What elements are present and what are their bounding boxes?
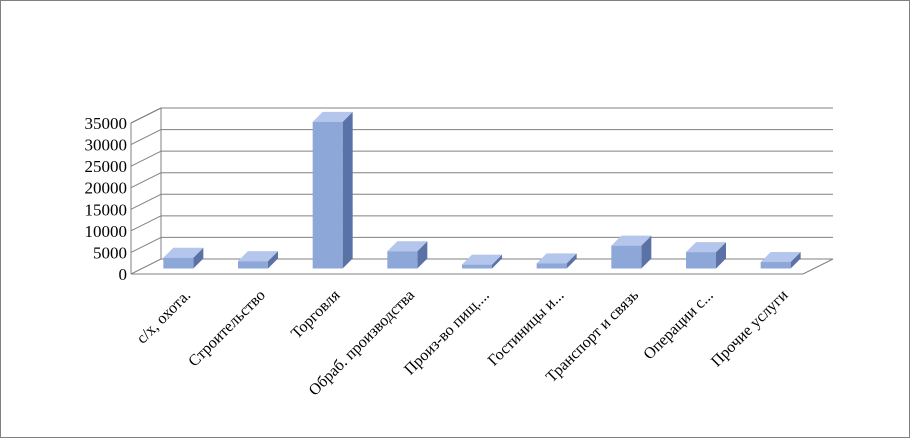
bars: [163, 111, 801, 269]
floor-right-edge: [802, 258, 834, 275]
bar-side: [492, 254, 502, 269]
bar: [686, 242, 726, 269]
bar-side: [716, 242, 726, 269]
bar: [611, 235, 652, 269]
bar-front: [611, 245, 642, 269]
bar-side: [790, 252, 801, 269]
bar: [536, 253, 577, 269]
bar-side: [566, 253, 577, 269]
bar: [760, 252, 801, 269]
bar-front: [163, 257, 194, 269]
bar-top: [312, 111, 353, 122]
y-tick-label: 5000: [93, 243, 127, 262]
x-category-label: Прочие услуги: [708, 286, 792, 370]
bar-top: [462, 254, 502, 265]
bar-top: [760, 252, 801, 263]
y-tick-label: 30000: [85, 136, 128, 155]
y-tick-label: 20000: [85, 179, 128, 198]
bar: [312, 111, 353, 269]
bar-front: [686, 252, 716, 269]
gridlines: [130, 107, 834, 275]
side-gridline: [130, 215, 162, 232]
y-tick-label: 0: [119, 265, 128, 284]
y-tick-label: 25000: [85, 157, 128, 176]
bar-front: [536, 263, 567, 269]
x-category-label: с/х, охота.: [134, 287, 195, 348]
x-category-label: Торговля: [288, 286, 344, 342]
bar-side: [641, 235, 652, 269]
y-tick-label: 10000: [85, 222, 128, 241]
x-category-label: Гостиницы и...: [485, 287, 568, 370]
side-gridline: [130, 172, 162, 189]
bar: [462, 254, 502, 269]
bar-side: [417, 241, 428, 269]
bar-top: [611, 235, 652, 246]
y-tick-label: 15000: [85, 200, 128, 219]
side-gridline: [130, 258, 162, 275]
bar-top: [686, 242, 726, 253]
side-gridline: [130, 236, 162, 253]
bar-front: [238, 261, 268, 269]
y-tick-label: 35000: [85, 114, 128, 133]
bar-front: [760, 262, 791, 269]
bar-front: [312, 121, 343, 269]
y-axis-ticks: 0 5000 10000 15000 20000 25000 30000 35000: [85, 114, 128, 284]
bar: [238, 251, 278, 269]
side-gridline: [130, 150, 162, 167]
bar: [387, 241, 428, 269]
x-category-label: Операции с...: [640, 287, 716, 363]
bar-top: [536, 253, 577, 264]
bar-top: [163, 247, 204, 258]
side-gridline: [130, 129, 162, 146]
bar-top: [387, 241, 428, 252]
bar-side: [342, 111, 353, 269]
x-category-label: Строительство: [185, 287, 269, 371]
side-gridline: [130, 107, 162, 124]
bar-top: [238, 251, 278, 262]
bar-front: [387, 251, 418, 269]
bar-side: [193, 247, 204, 269]
bar: [163, 247, 204, 269]
bar-side: [268, 251, 278, 269]
bar-front: [462, 264, 492, 269]
side-gridline: [130, 193, 162, 210]
